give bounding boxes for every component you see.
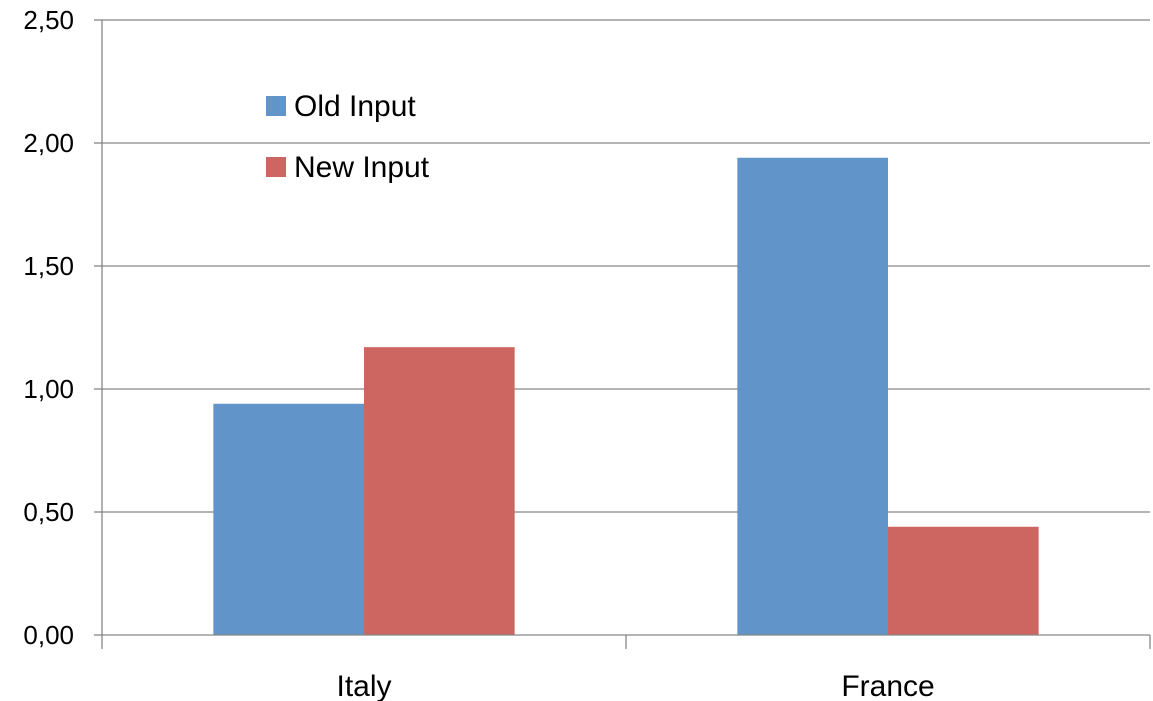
legend-label: Old Input <box>294 90 416 123</box>
legend-swatch <box>266 157 286 177</box>
y-tick-label: 1,50 <box>23 251 74 281</box>
bar-france-new-input <box>888 526 1039 635</box>
y-tick-label: 2,00 <box>23 128 74 158</box>
gridlines <box>102 19 1150 513</box>
y-tick-label: 0,50 <box>23 497 74 527</box>
y-tick-label: 2,50 <box>23 5 74 35</box>
y-tick-label: 1,00 <box>23 374 74 404</box>
x-category-label: France <box>841 670 934 701</box>
legend-swatch <box>266 96 286 116</box>
legend-label: New Input <box>294 151 430 184</box>
axes: 0,00 0,50 1,00 1,50 2,00 2,50 Italy France <box>23 5 1151 701</box>
bar-italy-old-input <box>213 403 364 635</box>
legend: Old Input New Input <box>266 90 430 184</box>
bar-italy-new-input <box>364 347 515 635</box>
y-tick-label: 0,00 <box>23 620 74 650</box>
x-category-label: Italy <box>336 670 391 701</box>
bars <box>213 157 1039 635</box>
bar-france-old-input <box>737 157 888 635</box>
